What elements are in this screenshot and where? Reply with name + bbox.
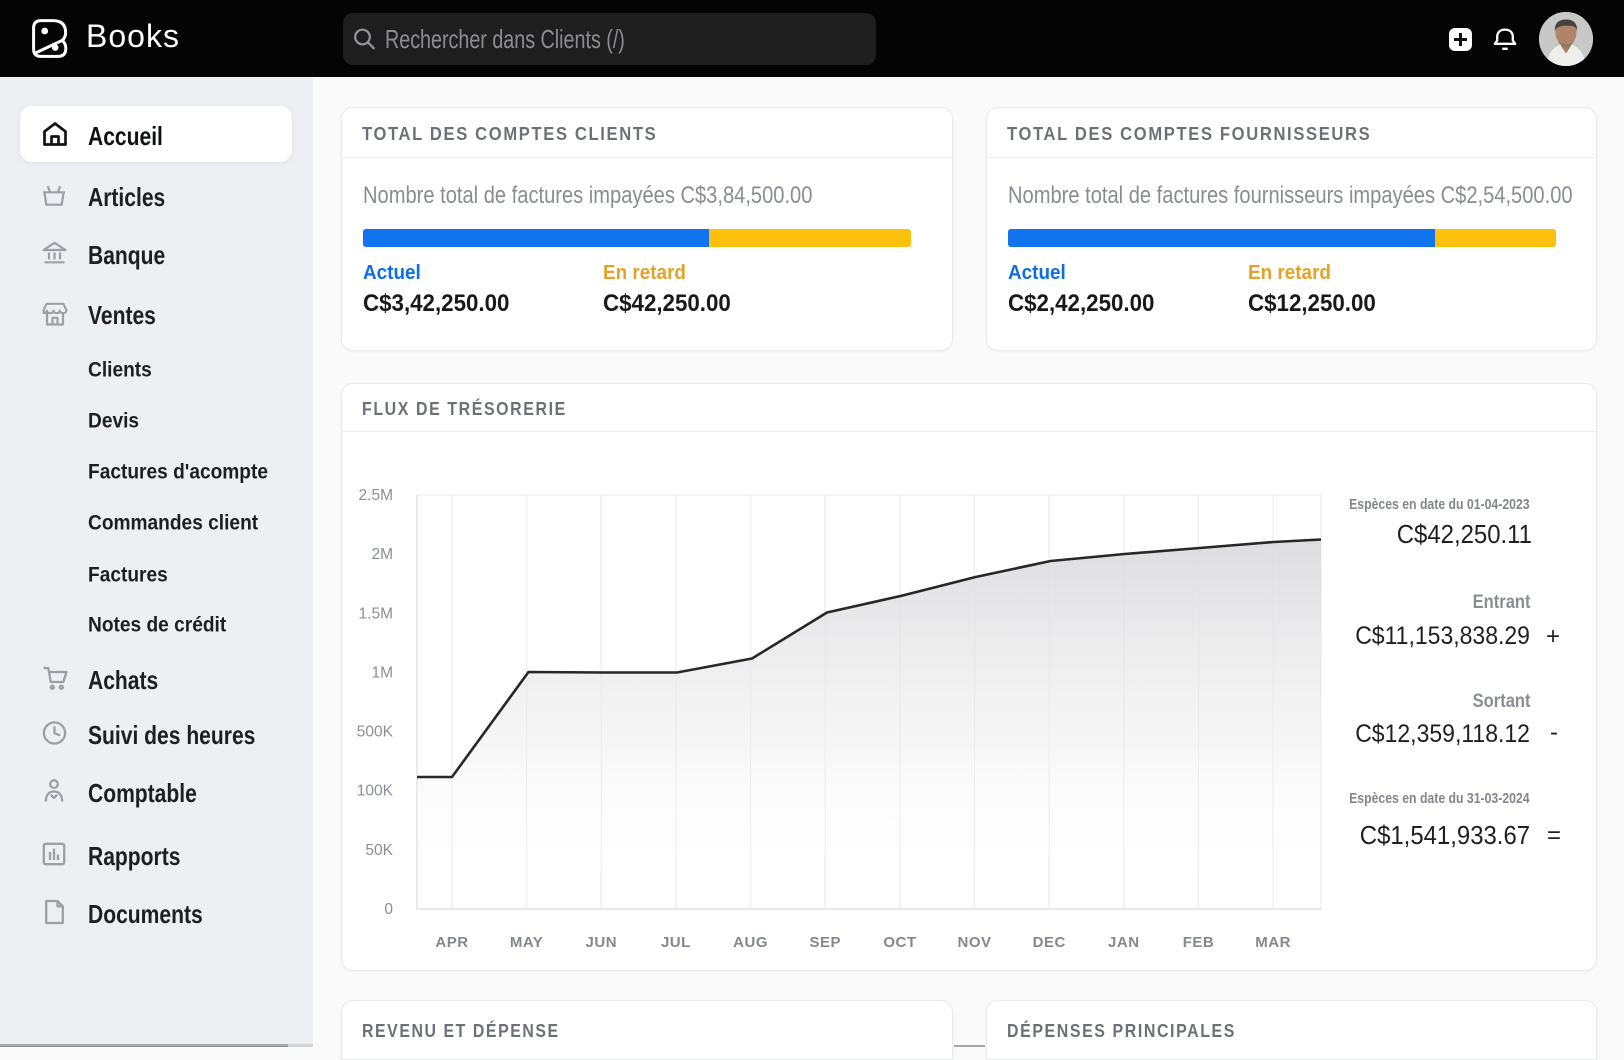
svg-text:JUL: JUL	[661, 934, 691, 951]
svg-text:2M: 2M	[371, 546, 393, 563]
svg-text:100K: 100K	[357, 783, 394, 800]
svg-text:MAR: MAR	[1255, 934, 1291, 951]
svg-text:OCT: OCT	[883, 934, 916, 951]
svg-text:2.5M: 2.5M	[359, 487, 393, 504]
svg-text:APR: APR	[435, 934, 468, 951]
svg-text:SEP: SEP	[809, 934, 841, 951]
svg-text:50K: 50K	[365, 842, 393, 859]
svg-text:1.5M: 1.5M	[359, 605, 393, 622]
svg-text:NOV: NOV	[957, 934, 991, 951]
svg-text:FEB: FEB	[1183, 934, 1215, 951]
svg-text:MAY: MAY	[510, 934, 543, 951]
svg-text:500K: 500K	[357, 724, 394, 741]
svg-text:JAN: JAN	[1108, 934, 1140, 951]
svg-text:0: 0	[384, 901, 393, 918]
svg-text:AUG: AUG	[733, 934, 768, 951]
svg-text:JUN: JUN	[586, 934, 618, 951]
svg-text:1M: 1M	[371, 664, 393, 681]
svg-text:DEC: DEC	[1033, 934, 1066, 951]
